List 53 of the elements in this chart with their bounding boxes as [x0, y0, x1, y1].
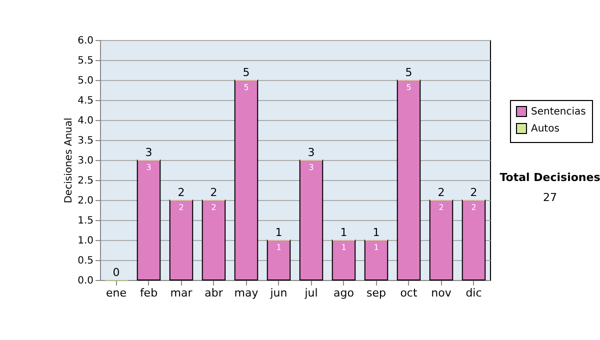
y-axis-title: Decisiones Anual	[64, 118, 75, 204]
data-label: 2	[438, 203, 444, 212]
total-label: 1	[275, 226, 282, 239]
data-label: 2	[178, 203, 184, 212]
y-tick-label: 2.0	[78, 196, 94, 206]
total-label: 3	[308, 146, 315, 159]
y-tick-label: 5.5	[78, 56, 94, 66]
x-tick-label: mar	[170, 286, 193, 300]
x-tick-label: nov	[431, 286, 452, 300]
x-tick-label: dic	[466, 286, 482, 300]
total-label: 3	[145, 146, 152, 159]
data-label: 2	[471, 203, 476, 212]
data-label: 5	[244, 83, 249, 92]
data-label: 1	[374, 243, 379, 252]
y-tick-label: 1.0	[78, 236, 94, 246]
y-tick-label: 5.0	[78, 76, 94, 86]
data-label: 1	[341, 243, 346, 252]
x-tick-label: jul	[304, 286, 318, 300]
y-tick-label: 0.5	[78, 256, 94, 266]
data-label: 5	[406, 83, 412, 92]
data-label: 2	[211, 203, 216, 212]
x-tick-label: may	[234, 286, 259, 300]
x-tick-label: ene	[106, 286, 127, 300]
total-label: 0	[112, 266, 120, 279]
y-tick-label: 4.0	[78, 116, 94, 126]
data-label: 1	[276, 243, 282, 252]
x-tick-label: abr	[204, 286, 224, 300]
y-tick-label: 2.5	[78, 176, 94, 186]
total-label: 2	[178, 186, 185, 199]
legend-label: Sentencias	[531, 106, 586, 118]
data-label: 3	[308, 163, 314, 172]
total-label: 1	[372, 226, 380, 239]
x-tick-label: feb	[140, 286, 158, 300]
y-tick-label: 1.5	[78, 216, 94, 226]
total-label: 2	[210, 186, 218, 199]
text: Total Decisiones	[500, 171, 600, 184]
y-tick-label: 3.0	[78, 156, 94, 166]
x-tick-label: oct	[400, 286, 418, 300]
legend-label: Autos	[531, 124, 560, 134]
total-label: 2	[438, 186, 445, 199]
text: 27	[543, 191, 557, 204]
y-tick-label: 6.0	[78, 36, 94, 46]
total-label: 1	[340, 226, 348, 239]
y-tick-label: 3.5	[78, 136, 94, 146]
total-label: 5	[405, 66, 412, 79]
y-tick-label: 0.0	[78, 276, 94, 286]
total-label: 5	[242, 66, 250, 79]
x-tick-label: jun	[269, 286, 288, 300]
y-tick-label: 4.5	[78, 96, 94, 106]
x-tick-label: sep	[366, 286, 386, 300]
total-label: 2	[470, 186, 478, 199]
data-label: 3	[146, 163, 152, 172]
x-tick-label: ago	[334, 286, 354, 300]
